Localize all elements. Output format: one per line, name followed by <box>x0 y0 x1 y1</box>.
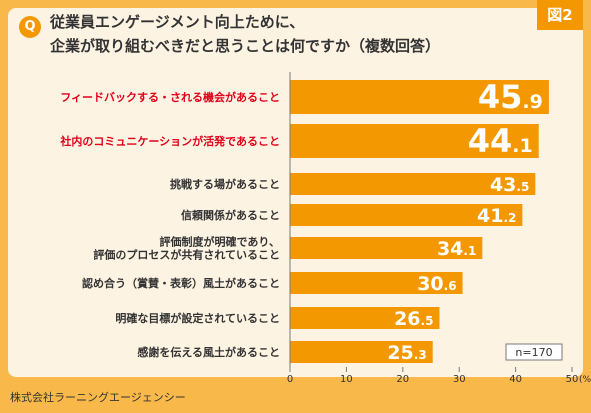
value-label-8: 25.3 <box>387 342 426 364</box>
category-label-line: 感謝を伝える風土があること <box>137 345 280 359</box>
sample-size-label: n=170 <box>515 346 552 359</box>
sample-size-box <box>505 343 563 361</box>
category-label-3: 挑戦する場があること <box>170 177 280 191</box>
value-label-3: 43.5 <box>490 174 529 196</box>
bar-2 <box>290 124 539 158</box>
bar-6 <box>290 272 463 294</box>
category-label-line: フィードバックする・される機会があること <box>60 90 280 104</box>
value-label-2: 44.1 <box>468 122 533 160</box>
title-line-1: 従業員エンゲージメント向上ために、 <box>50 13 305 31</box>
value-label-7: 26.5 <box>394 308 433 330</box>
category-label-line: 認め合う（賞賛・表彰）風土があること <box>82 276 280 290</box>
value-label-decimal: .5 <box>516 180 529 194</box>
value-label-integer: 41 <box>477 205 503 227</box>
value-label-integer: 34 <box>437 238 463 260</box>
x-tick-label-40: 40 <box>509 374 522 385</box>
bar-5 <box>290 237 483 259</box>
value-label-4: 41.2 <box>477 205 516 227</box>
category-label-5: 評価制度が明確であり、評価のプロセスが共有されていること <box>93 235 280 262</box>
value-label-decimal: .6 <box>444 279 457 293</box>
value-label-decimal: .1 <box>463 244 476 258</box>
category-label-2: 社内のコミュニケーションが活発であること <box>59 134 280 148</box>
value-label-5: 34.1 <box>437 238 476 260</box>
value-label-integer: 43 <box>490 174 516 196</box>
value-label-decimal: .1 <box>512 135 532 157</box>
title-line-2: 企業が取り組むべきだと思うことは何ですか（複数回答） <box>50 37 441 55</box>
bar-3 <box>290 173 536 195</box>
chart-title: 従業員エンゲージメント向上ために、 企業が取り組むべきだと思うことは何ですか（複… <box>50 10 520 58</box>
category-label-line: 評価のプロセスが共有されていること <box>93 248 280 262</box>
category-label-line: 明確な目標が設定されていること <box>115 311 280 325</box>
x-tick-label-50: 50 <box>566 374 579 385</box>
value-label-6: 30.6 <box>417 273 456 295</box>
bar-4 <box>290 204 523 226</box>
x-tick-label-20: 20 <box>396 374 409 385</box>
x-tick-label-30: 30 <box>453 374 466 385</box>
category-label-8: 感謝を伝える風土があること <box>137 345 280 359</box>
value-label-decimal: .5 <box>421 314 434 328</box>
value-label-integer: 30 <box>417 273 443 295</box>
value-label-decimal: .9 <box>522 91 542 113</box>
value-label-decimal: .2 <box>503 211 516 225</box>
category-label-1: フィードバックする・される機会があること <box>60 90 280 104</box>
question-badge: Q <box>19 16 41 38</box>
x-axis-unit: (%) <box>579 375 591 385</box>
value-label-1: 45.9 <box>478 78 543 116</box>
category-label-line: 評価制度が明確であり、 <box>160 235 280 249</box>
value-label-integer: 26 <box>394 308 420 330</box>
figure-label: 図2 <box>537 0 583 30</box>
category-label-7: 明確な目標が設定されていること <box>115 311 280 325</box>
bar-1 <box>290 80 549 114</box>
bar-7 <box>290 307 440 329</box>
category-label-line: 挑戦する場があること <box>170 177 280 191</box>
bar-8 <box>290 341 433 363</box>
value-label-integer: 25 <box>387 342 413 364</box>
value-label-integer: 44 <box>468 122 513 160</box>
source-credit: 株式会社ラーニングエージェンシー <box>10 391 186 404</box>
category-label-4: 信頼関係があること <box>181 208 280 222</box>
category-label-6: 認め合う（賞賛・表彰）風土があること <box>82 276 280 290</box>
category-label-line: 社内のコミュニケーションが活発であること <box>59 134 280 148</box>
category-label-line: 信頼関係があること <box>181 208 280 222</box>
x-tick-label-0: 0 <box>287 374 293 385</box>
value-label-decimal: .3 <box>414 348 427 362</box>
value-label-integer: 45 <box>478 78 523 116</box>
x-tick-label-10: 10 <box>340 374 353 385</box>
